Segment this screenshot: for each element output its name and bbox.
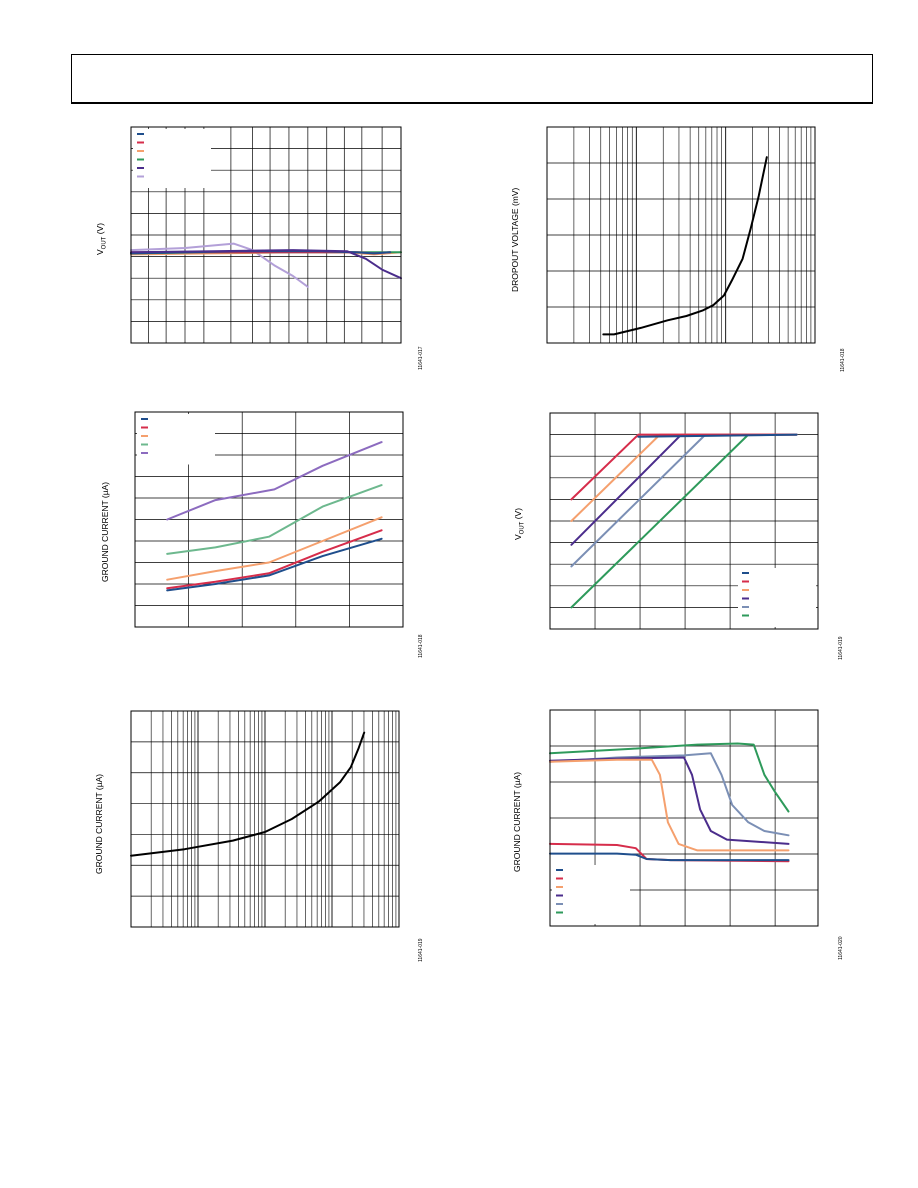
plot-frame [130, 126, 402, 344]
figure-id: 11641-019 [838, 636, 844, 660]
series-line [637, 433, 798, 438]
legend-box [137, 414, 215, 465]
legend-box [552, 865, 630, 924]
figure-id: 11641-018 [418, 634, 424, 658]
series-line [130, 731, 366, 857]
series-line [549, 756, 790, 845]
series-line [166, 537, 383, 592]
series-line [130, 249, 402, 280]
plot-frame [134, 411, 404, 628]
series-line [549, 742, 790, 813]
series-line [549, 842, 790, 863]
series-line [602, 156, 768, 336]
series-line [166, 441, 383, 521]
series-line [549, 758, 790, 852]
series-line [166, 484, 383, 555]
series-line [549, 752, 790, 837]
series-line [570, 433, 798, 501]
series-line [570, 433, 798, 568]
plot-frame [549, 412, 819, 630]
ground-current-vs-vin-chart [549, 709, 819, 927]
figure-id: 11641-019 [418, 938, 424, 962]
plot-frame [546, 126, 816, 344]
ground-current-vs-input-chart [134, 411, 404, 628]
figure-id: 11641-020 [838, 936, 844, 960]
plot-frame [130, 710, 400, 928]
plot-frame [549, 709, 819, 927]
legend-box [133, 129, 211, 188]
page-header [71, 54, 873, 104]
series-line [166, 516, 383, 581]
figure-id: 11641-018 [840, 348, 846, 372]
figure-id: 11641-017 [418, 346, 424, 370]
series-line [549, 852, 790, 862]
vout-axis-label: VOUT (V) [95, 222, 108, 255]
vout-chart-top-left [130, 126, 402, 344]
ground-current-axis-label: GROUND CURRENT (µA) [100, 481, 110, 582]
series-line [166, 529, 383, 590]
series-line [570, 433, 798, 546]
ground-current-axis-label: GROUND CURRENT (µA) [512, 771, 522, 872]
legend-box [738, 568, 816, 627]
ground-current-axis-label: GROUND CURRENT (µA) [94, 773, 104, 874]
vout-axis-label: VOUT (V) [513, 507, 526, 540]
dropout-voltage-chart [546, 126, 816, 344]
ground-current-vs-load-chart [130, 710, 400, 928]
dropout-voltage-axis-label: DROPOUT VOLTAGE (mV) [510, 187, 520, 292]
vout-vs-vin-chart [549, 412, 819, 630]
